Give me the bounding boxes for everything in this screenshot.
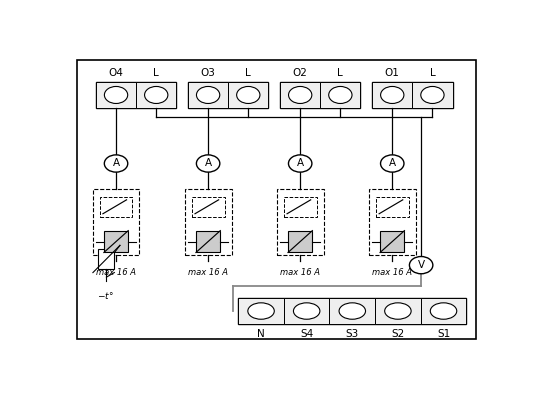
Text: S4: S4 — [300, 329, 313, 339]
Bar — [329, 298, 375, 324]
Ellipse shape — [293, 303, 320, 319]
Bar — [192, 197, 225, 217]
Bar — [96, 82, 176, 108]
Text: L: L — [338, 68, 343, 78]
Bar — [238, 298, 467, 324]
Ellipse shape — [288, 86, 312, 104]
Bar — [100, 197, 132, 217]
Ellipse shape — [384, 303, 411, 319]
Text: S1: S1 — [437, 329, 450, 339]
Circle shape — [409, 256, 433, 274]
Text: V: V — [417, 260, 424, 270]
Bar — [372, 82, 413, 108]
Bar — [98, 248, 114, 270]
Bar — [188, 82, 268, 108]
Text: A: A — [296, 158, 303, 168]
Text: $-t°$: $-t°$ — [97, 290, 113, 301]
Text: O4: O4 — [109, 68, 124, 78]
Ellipse shape — [430, 303, 457, 319]
Bar — [288, 231, 312, 252]
Text: N: N — [257, 329, 265, 339]
Circle shape — [381, 155, 404, 172]
Bar — [228, 82, 268, 108]
Bar — [188, 82, 228, 108]
Bar — [185, 189, 232, 255]
Ellipse shape — [104, 86, 127, 104]
Bar — [280, 82, 320, 108]
Text: A: A — [205, 158, 212, 168]
Text: max 16 A: max 16 A — [188, 268, 228, 277]
Bar — [96, 82, 136, 108]
Text: L: L — [429, 68, 435, 78]
Ellipse shape — [421, 86, 444, 104]
Bar — [93, 189, 139, 255]
Ellipse shape — [197, 86, 220, 104]
Bar — [372, 82, 453, 108]
Text: max 16 A: max 16 A — [280, 268, 320, 277]
Ellipse shape — [381, 86, 404, 104]
Bar — [277, 189, 323, 255]
Bar — [136, 82, 176, 108]
Bar — [380, 231, 404, 252]
Bar — [284, 298, 329, 324]
Bar — [196, 231, 220, 252]
Bar — [413, 82, 453, 108]
Text: L: L — [245, 68, 251, 78]
Ellipse shape — [339, 303, 366, 319]
Text: O1: O1 — [385, 68, 400, 78]
Text: O2: O2 — [293, 68, 308, 78]
Text: S2: S2 — [392, 329, 404, 339]
Bar — [421, 298, 467, 324]
Text: max 16 A: max 16 A — [372, 268, 412, 277]
Bar — [369, 189, 416, 255]
Bar — [375, 298, 421, 324]
Text: O3: O3 — [201, 68, 215, 78]
Bar — [376, 197, 409, 217]
Ellipse shape — [248, 303, 274, 319]
Text: A: A — [112, 158, 119, 168]
Bar — [284, 197, 316, 217]
Ellipse shape — [329, 86, 352, 104]
Text: L: L — [153, 68, 159, 78]
Circle shape — [104, 155, 128, 172]
Text: S3: S3 — [346, 329, 359, 339]
Text: A: A — [389, 158, 396, 168]
Circle shape — [288, 155, 312, 172]
Bar — [104, 231, 128, 252]
Bar — [320, 82, 361, 108]
Text: max 16 A: max 16 A — [96, 268, 136, 277]
Bar — [238, 298, 284, 324]
Ellipse shape — [237, 86, 260, 104]
Ellipse shape — [145, 86, 168, 104]
Bar — [280, 82, 361, 108]
Circle shape — [197, 155, 220, 172]
